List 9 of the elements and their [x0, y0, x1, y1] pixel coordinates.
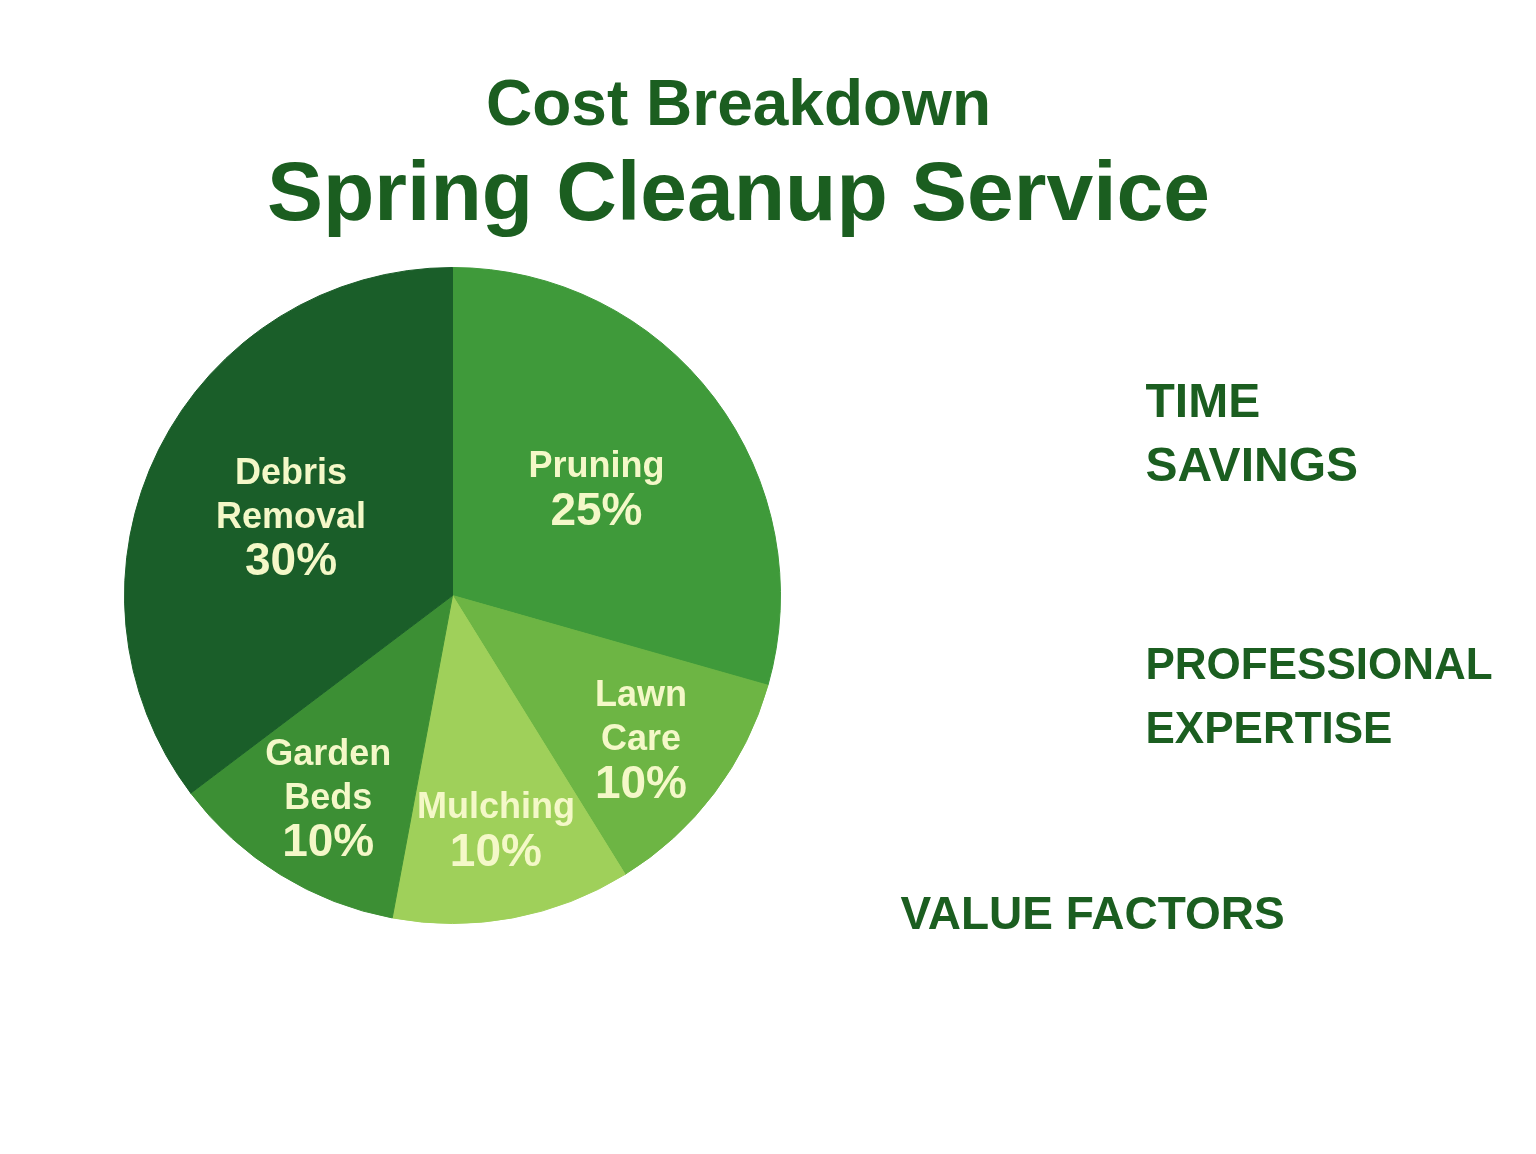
text: VALUE FACTORS	[900, 886, 1285, 939]
data-label: 30%	[244, 533, 338, 586]
chart-title: Cost Breakdown	[486, 66, 991, 139]
chart-subtitle: Spring Cleanup Service	[267, 143, 1210, 238]
slice-label: Garden Beds	[265, 731, 392, 817]
slice-label: Debris Removal	[215, 450, 367, 536]
data-label: 10%	[282, 814, 375, 867]
text: TIME SAVINGS	[1145, 374, 1358, 491]
text: PROFESSIONAL EXPERTISE	[1145, 639, 1493, 752]
